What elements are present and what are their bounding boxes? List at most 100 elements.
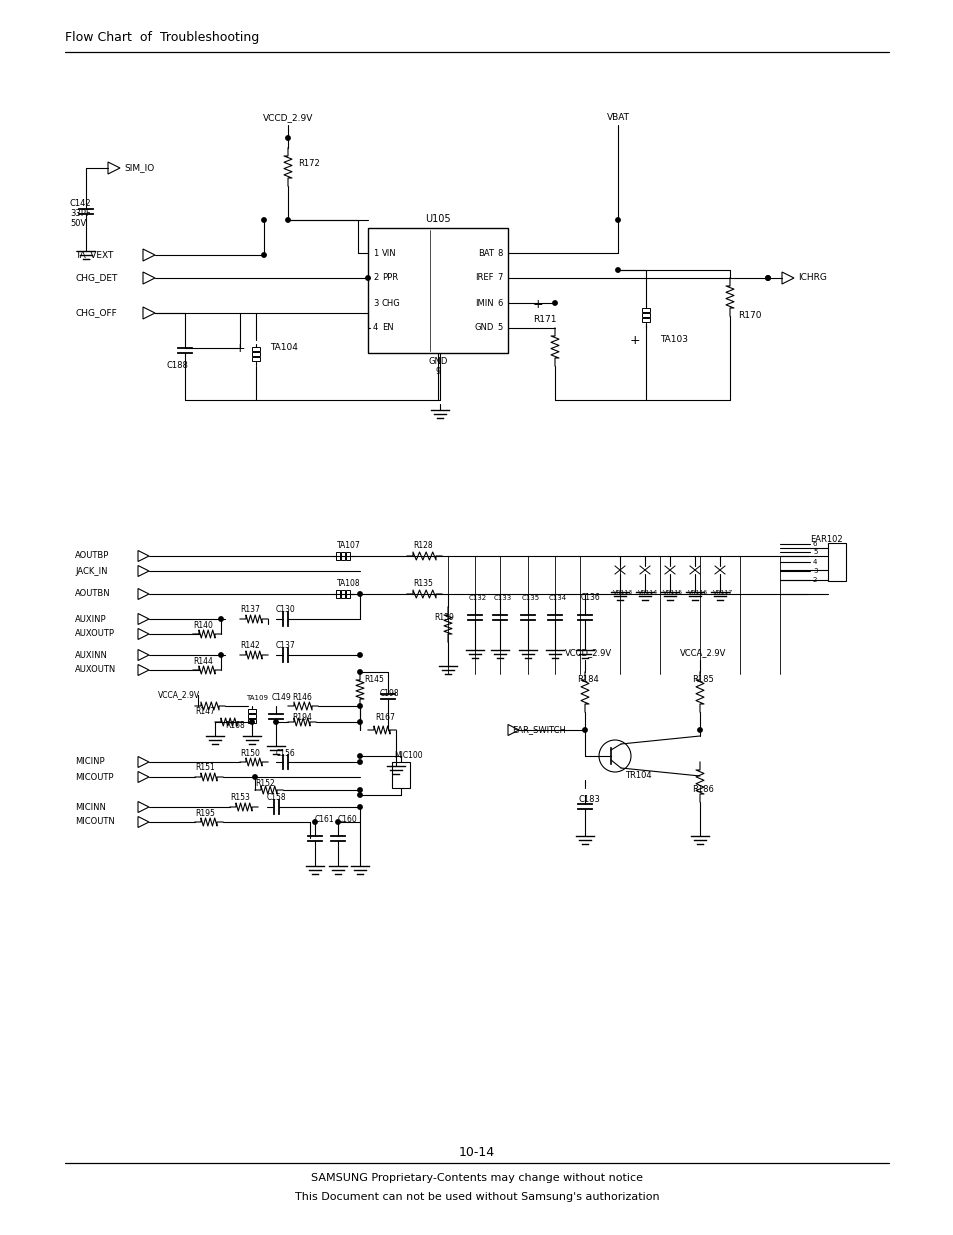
Bar xyxy=(827,543,845,580)
Bar xyxy=(335,590,339,598)
Text: AUXOUTN: AUXOUTN xyxy=(75,666,116,674)
Circle shape xyxy=(253,774,257,779)
Circle shape xyxy=(274,720,278,724)
Bar xyxy=(641,312,649,317)
Text: CHG_DET: CHG_DET xyxy=(75,273,117,283)
Circle shape xyxy=(218,616,223,621)
Text: 33PF: 33PF xyxy=(70,209,91,217)
Text: 3: 3 xyxy=(812,568,817,574)
Text: R171: R171 xyxy=(533,315,556,325)
Text: CHG_OFF: CHG_OFF xyxy=(75,309,116,317)
Circle shape xyxy=(357,653,362,657)
Circle shape xyxy=(357,793,362,798)
Text: EN: EN xyxy=(381,324,394,332)
Text: R128: R128 xyxy=(413,541,432,550)
Bar xyxy=(340,552,345,559)
Bar xyxy=(340,590,345,598)
Bar xyxy=(248,719,255,722)
Circle shape xyxy=(357,760,362,764)
Text: 6: 6 xyxy=(497,299,502,308)
Text: 1: 1 xyxy=(373,248,377,258)
Bar xyxy=(641,317,649,322)
Text: R137: R137 xyxy=(240,605,259,615)
Text: R135: R135 xyxy=(413,579,433,589)
Text: C160: C160 xyxy=(337,815,357,825)
Text: C149: C149 xyxy=(272,694,292,703)
Text: VR116: VR116 xyxy=(687,589,707,594)
Text: GND: GND xyxy=(428,357,447,367)
Text: VCCA_2.9V: VCCA_2.9V xyxy=(679,648,725,657)
Text: 7: 7 xyxy=(497,273,502,283)
Text: 3: 3 xyxy=(373,299,378,308)
Text: R145: R145 xyxy=(364,676,383,684)
Text: JACK_IN: JACK_IN xyxy=(75,567,108,576)
Text: MICINN: MICINN xyxy=(75,803,106,811)
Circle shape xyxy=(357,669,362,674)
Text: VR114: VR114 xyxy=(638,589,658,594)
Circle shape xyxy=(357,592,362,597)
Text: IREF: IREF xyxy=(475,273,494,283)
Text: R150: R150 xyxy=(240,748,259,757)
Circle shape xyxy=(218,653,223,657)
Text: SAMSUNG Proprietary-Contents may change without notice: SAMSUNG Proprietary-Contents may change … xyxy=(311,1173,642,1183)
Circle shape xyxy=(765,275,769,280)
Bar xyxy=(368,228,507,353)
Text: 5: 5 xyxy=(812,550,817,555)
Text: R142: R142 xyxy=(240,641,259,651)
Text: R167: R167 xyxy=(375,714,395,722)
Text: R195: R195 xyxy=(194,809,214,818)
Circle shape xyxy=(313,820,316,824)
Circle shape xyxy=(365,275,370,280)
Bar xyxy=(252,352,260,356)
Text: AUXINN: AUXINN xyxy=(75,651,108,659)
Circle shape xyxy=(357,720,362,724)
Text: R147: R147 xyxy=(194,706,214,715)
Text: +: + xyxy=(234,342,245,354)
Text: 4: 4 xyxy=(373,324,377,332)
Text: 4: 4 xyxy=(812,559,817,564)
Text: C130: C130 xyxy=(275,605,295,615)
Circle shape xyxy=(357,788,362,792)
Text: BAT: BAT xyxy=(477,248,494,258)
Text: R151: R151 xyxy=(194,763,214,773)
Text: C183: C183 xyxy=(578,795,600,804)
Bar xyxy=(346,590,350,598)
Text: C198: C198 xyxy=(379,689,399,699)
Text: +: + xyxy=(629,333,640,347)
Text: CHG: CHG xyxy=(381,299,400,308)
Text: TA109: TA109 xyxy=(246,695,268,701)
Text: 9: 9 xyxy=(435,368,440,377)
Circle shape xyxy=(250,720,253,724)
Bar xyxy=(346,552,350,559)
Text: VCCA_2.9V: VCCA_2.9V xyxy=(158,690,200,699)
Text: VR113: VR113 xyxy=(613,589,633,594)
Circle shape xyxy=(697,727,701,732)
Text: TA103: TA103 xyxy=(659,336,687,345)
Text: 50V: 50V xyxy=(70,219,86,227)
Text: TR104: TR104 xyxy=(624,772,651,781)
Text: AUXINP: AUXINP xyxy=(75,615,107,624)
Text: R144: R144 xyxy=(193,657,213,666)
Text: IMIN: IMIN xyxy=(475,299,494,308)
Text: MIC100: MIC100 xyxy=(394,751,422,760)
Text: AOUTBP: AOUTBP xyxy=(75,552,110,561)
Text: R184: R184 xyxy=(577,676,598,684)
Bar xyxy=(641,308,649,312)
Circle shape xyxy=(552,301,557,305)
Text: AOUTBN: AOUTBN xyxy=(75,589,111,599)
Circle shape xyxy=(286,217,290,222)
Text: C188: C188 xyxy=(167,362,189,370)
Text: C161: C161 xyxy=(314,815,335,825)
Text: Flow Chart  of  Troubleshooting: Flow Chart of Troubleshooting xyxy=(65,32,259,44)
Text: TA_VEXT: TA_VEXT xyxy=(75,251,113,259)
Circle shape xyxy=(357,753,362,758)
Text: R146: R146 xyxy=(292,694,312,703)
Text: PPR: PPR xyxy=(381,273,397,283)
Text: MICOUTN: MICOUTN xyxy=(75,818,114,826)
Text: EAR_SWITCH: EAR_SWITCH xyxy=(512,725,565,735)
Bar xyxy=(335,552,339,559)
Bar xyxy=(252,347,260,351)
Text: C156: C156 xyxy=(275,748,295,757)
Text: R139: R139 xyxy=(434,614,454,622)
Text: VBAT: VBAT xyxy=(606,114,629,122)
